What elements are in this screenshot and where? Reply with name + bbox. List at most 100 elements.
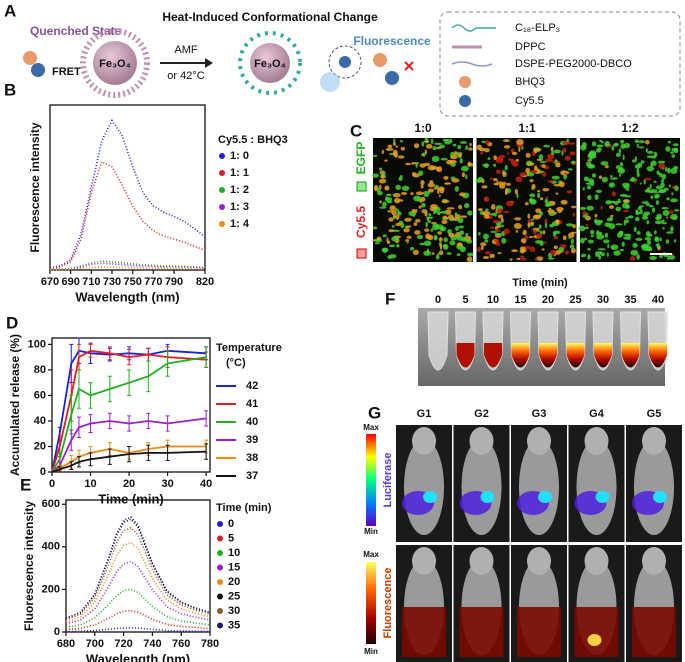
- cell: [646, 165, 655, 172]
- cell: [379, 167, 383, 172]
- cell: [570, 160, 576, 165]
- cell: [493, 178, 498, 182]
- cell: [456, 242, 463, 247]
- cell: [600, 205, 603, 210]
- cell: [413, 143, 420, 149]
- cell: [637, 206, 642, 211]
- cell: [629, 256, 636, 261]
- cell: [467, 252, 474, 257]
- cell: [572, 212, 575, 217]
- series-line: [51, 417, 207, 473]
- cell: [639, 182, 642, 185]
- cell: [481, 140, 486, 144]
- core-label: Fe₃O₄: [99, 58, 131, 70]
- cell: [420, 184, 424, 189]
- error-bar: [57, 466, 62, 473]
- cell: [520, 257, 527, 261]
- cell: [565, 250, 570, 255]
- cell: [392, 229, 400, 232]
- cell: [480, 151, 484, 155]
- cell: [537, 190, 541, 193]
- cell: [625, 205, 631, 208]
- cell: [665, 146, 671, 152]
- cell: [639, 209, 643, 215]
- cell: [633, 226, 637, 233]
- cell: [395, 222, 402, 226]
- cell: [581, 253, 587, 257]
- channel-label: EGFP: [354, 142, 368, 175]
- y-tick-label: 40: [34, 415, 46, 427]
- cell: [637, 140, 646, 144]
- cell: [412, 249, 419, 256]
- cell: [457, 217, 464, 224]
- legend-swatch: [219, 204, 225, 210]
- cell: [400, 191, 408, 195]
- colorbar-max: Max: [363, 423, 379, 432]
- cell: [569, 151, 576, 156]
- cell: [645, 201, 648, 207]
- cell: [497, 252, 502, 255]
- legend-label: 0: [228, 518, 234, 530]
- micrograph: [580, 138, 680, 262]
- cell: [386, 193, 392, 197]
- cell: [442, 243, 449, 250]
- series-line: [51, 450, 207, 473]
- x-tick-label: 10: [84, 478, 96, 490]
- nanoparticle: [93, 41, 137, 85]
- legend-swatch: [217, 550, 223, 556]
- arrow-head: [205, 58, 213, 68]
- cell: [587, 163, 596, 169]
- cell: [663, 187, 669, 191]
- cell: [421, 202, 426, 208]
- cell: [506, 152, 510, 155]
- legend-label: 1: 0: [230, 150, 249, 162]
- tube-signal: [539, 343, 557, 368]
- mouse-head: [469, 427, 494, 455]
- lum-signal: [423, 491, 437, 503]
- cell: [587, 178, 594, 183]
- colorbar-min: Min: [364, 527, 378, 536]
- cell: [609, 177, 618, 180]
- cell: [654, 236, 659, 241]
- mouse-head: [412, 427, 436, 455]
- x-tick-label: 0: [49, 478, 55, 490]
- cell: [587, 248, 591, 251]
- cell: [646, 150, 654, 154]
- cell: [449, 240, 456, 246]
- cell: [494, 239, 500, 242]
- cell: [384, 185, 390, 191]
- time-label: 0: [435, 294, 441, 306]
- tube: [427, 311, 449, 371]
- error-bar: [204, 443, 209, 460]
- cell: [673, 209, 680, 212]
- cell: [606, 252, 609, 257]
- x-tick-label: 780: [201, 638, 219, 650]
- cell: [546, 196, 549, 200]
- cell: [456, 253, 461, 257]
- group-label: G2: [474, 408, 489, 420]
- legend-label: 1: 3: [230, 201, 249, 213]
- cell: [556, 162, 561, 168]
- mouse-head: [527, 427, 551, 455]
- cell: [666, 197, 670, 201]
- cell: [585, 182, 593, 185]
- cell: [431, 252, 435, 255]
- cell: [424, 149, 427, 155]
- cell: [649, 255, 657, 260]
- cell: [403, 228, 410, 233]
- group-label: G4: [589, 408, 605, 420]
- cell: [422, 152, 426, 157]
- cell: [447, 214, 455, 220]
- cell: [387, 210, 394, 213]
- cell: [397, 155, 405, 159]
- series-line: [65, 541, 211, 623]
- cell: [437, 231, 442, 235]
- cell: [381, 149, 384, 155]
- cell: [545, 158, 553, 163]
- cell: [501, 237, 507, 244]
- cell: [614, 202, 619, 206]
- cell: [391, 236, 399, 242]
- legend-swatch: [217, 535, 223, 542]
- cell: [542, 187, 550, 192]
